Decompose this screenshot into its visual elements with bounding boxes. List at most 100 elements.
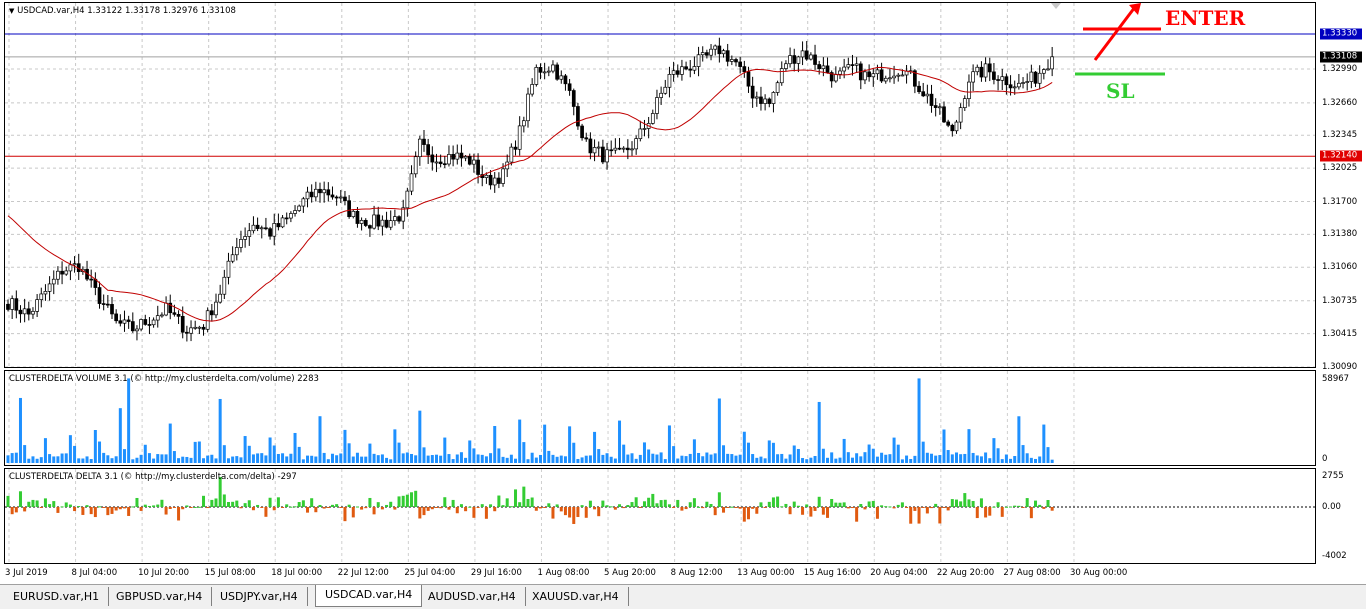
delta-bar-positive	[48, 504, 52, 507]
delta-bar-negative	[917, 507, 921, 524]
price-chart-svg[interactable]: ENTER SL	[5, 3, 1315, 367]
volume-bar	[655, 454, 659, 463]
volume-bar	[73, 445, 77, 463]
delta-bar-negative	[921, 507, 925, 508]
bull-candle	[983, 63, 988, 78]
bull-candle	[713, 45, 718, 50]
volume-bar	[226, 458, 230, 463]
delta-bar-negative	[172, 507, 176, 508]
delta-bar-negative	[1042, 507, 1046, 509]
bull-candle	[243, 236, 247, 240]
volume-bar	[709, 454, 713, 463]
volume-bar	[996, 448, 1000, 463]
volume-bar	[355, 452, 359, 463]
volume-bar	[177, 458, 181, 463]
bear-candle	[201, 326, 206, 330]
delta-bar-negative	[393, 507, 397, 510]
symbol-tab[interactable]: GBPUSD.var,H4	[107, 587, 213, 606]
symbol-tab[interactable]: EURUSD.var,H1	[4, 587, 110, 606]
delta-bar-negative	[239, 507, 243, 509]
delta-bar-negative	[380, 507, 384, 510]
volume-bar	[318, 416, 322, 463]
bull-candle	[251, 224, 256, 232]
volume-bar	[684, 456, 688, 463]
delta-bar-negative	[114, 507, 118, 511]
volume-bar	[555, 456, 559, 463]
delta-bar-negative	[314, 507, 318, 513]
symbol-tab[interactable]: USDCAD.var,H4	[315, 585, 423, 607]
volume-bar	[967, 429, 971, 463]
bull-candle	[193, 326, 198, 329]
bull-candle	[472, 159, 476, 165]
delta-panel[interactable]: CLUSTERDELTA DELTA 3.1 (© http://my.clus…	[4, 468, 1316, 564]
delta-bar-positive	[880, 505, 884, 507]
symbol-tab[interactable]: XAUUSD.var,H4	[523, 587, 629, 606]
volume-bar	[110, 458, 114, 463]
bear-candle	[6, 303, 10, 310]
bear-candle	[917, 85, 921, 93]
delta-bar-positive	[64, 502, 68, 507]
bull-candle	[958, 107, 963, 123]
bull-candle	[1046, 68, 1050, 71]
volume-bar	[39, 457, 43, 463]
delta-bar-positive	[959, 501, 963, 507]
price-tick-label: 1.31060	[1322, 262, 1358, 273]
symbol-tab[interactable]: USDJPY.var,H4	[211, 587, 308, 606]
volume-bar	[23, 445, 27, 463]
volume-bar	[127, 378, 131, 463]
volume-bar	[1038, 456, 1042, 463]
delta-bar-positive	[185, 505, 189, 507]
symbol-tab[interactable]: AUDUSD.var,H4	[419, 587, 526, 606]
delta-bar-positive	[1034, 500, 1038, 507]
delta-bar-positive	[655, 503, 659, 507]
delta-bar-negative	[1050, 507, 1054, 511]
dropdown-arrow-icon[interactable]: ▼	[9, 7, 15, 15]
volume-bar	[364, 456, 368, 463]
delta-bar-negative	[892, 507, 896, 509]
bull-candle	[463, 156, 468, 159]
time-tick-label: 20 Aug 04:00	[870, 568, 928, 578]
volume-bar	[410, 453, 414, 463]
delta-bar-negative	[930, 507, 934, 509]
volume-bar	[251, 454, 255, 463]
bear-candle	[742, 66, 747, 73]
volume-bar	[917, 378, 921, 463]
volume-bar	[106, 455, 110, 463]
delta-bar-negative	[863, 507, 867, 510]
volume-bar	[892, 437, 896, 463]
delta-bar-negative	[701, 507, 705, 509]
delta-bar-positive	[688, 502, 692, 507]
volume-bar	[817, 401, 821, 463]
volume-bar	[688, 453, 692, 463]
volume-bar	[81, 458, 85, 463]
bull-candle	[842, 66, 847, 72]
delta-bar-positive	[293, 506, 297, 508]
delta-bar-negative	[89, 507, 93, 515]
volume-bar	[859, 456, 863, 463]
bull-candle	[272, 223, 277, 237]
price-axis[interactable]: 1.32990 1.32660 1.32345 1.32025 1.31700 1.313…	[1316, 2, 1366, 372]
volume-bar	[726, 453, 730, 463]
delta-bar-positive	[131, 506, 135, 508]
volume-bar	[663, 459, 667, 463]
delta-bar-positive	[692, 498, 696, 507]
volume-bar	[368, 443, 372, 463]
bull-candle	[788, 55, 792, 65]
bull-candle	[51, 278, 56, 285]
delta-bar-positive	[838, 502, 842, 507]
delta-bar-negative	[684, 507, 688, 510]
bull-candle	[417, 138, 422, 158]
price-chart-panel[interactable]: ▼ USDCAD.var,H4 1.33122 1.33178 1.32976 …	[4, 2, 1316, 368]
bull-candle	[975, 66, 980, 73]
price-tick-label: 1.32990	[1322, 63, 1358, 74]
volume-panel[interactable]: CLUSTERDELTA VOLUME 3.1 (© http://my.clu…	[4, 370, 1316, 466]
bear-candle	[555, 64, 559, 80]
delta-bar-positive	[152, 505, 156, 507]
delta-bar-positive	[626, 505, 630, 507]
volume-bar	[343, 429, 347, 463]
volume-bar	[588, 455, 592, 463]
bull-candle	[56, 270, 60, 280]
bear-candle	[185, 331, 189, 334]
volume-bar	[222, 445, 226, 463]
bull-candle	[22, 308, 27, 315]
